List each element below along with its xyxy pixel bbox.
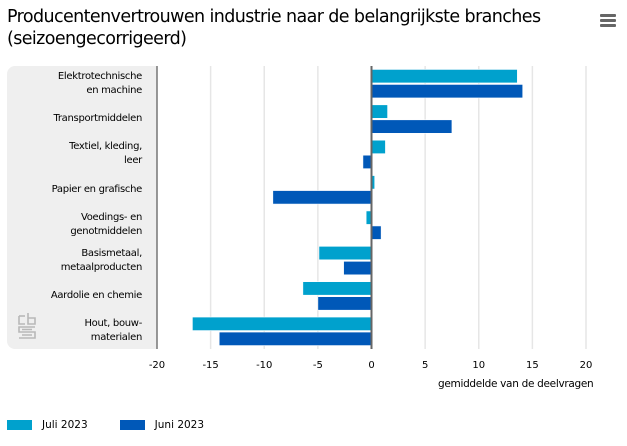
menu-bar bbox=[600, 19, 616, 22]
hamburger-menu-icon[interactable] bbox=[600, 14, 616, 28]
legend-label-juli: Juli 2023 bbox=[42, 419, 88, 431]
x-tick-label: -10 bbox=[256, 360, 272, 371]
category-label: Hout, bouw-materialen bbox=[12, 317, 142, 345]
category-label-line: Transportmiddelen bbox=[53, 113, 143, 125]
bar-juni[interactable] bbox=[317, 296, 372, 311]
category-label-line: leer bbox=[124, 155, 142, 167]
category-label-line: genotmiddelen bbox=[70, 226, 142, 238]
category-label: Textiel, kleding, leer bbox=[12, 140, 142, 168]
menu-bar bbox=[600, 14, 616, 17]
category-label-line: Hout, bouw- bbox=[84, 318, 142, 330]
x-tick-label: -5 bbox=[313, 360, 323, 371]
bar-juni[interactable] bbox=[371, 225, 382, 240]
legend-label-juni: Juni 2023 bbox=[154, 419, 205, 431]
chart-title: Producentenvertrouwen industrie naar de … bbox=[7, 7, 541, 49]
legend-swatch-juli bbox=[7, 420, 32, 430]
category-label-line: Papier en grafische bbox=[51, 183, 143, 195]
bar-juni[interactable] bbox=[371, 84, 524, 99]
x-tick-label: -15 bbox=[202, 360, 218, 371]
category-label-line: Elektrotechnische bbox=[57, 70, 142, 82]
bar-juni[interactable] bbox=[343, 261, 372, 276]
cbs-logo-icon bbox=[18, 313, 36, 339]
bar-juni[interactable] bbox=[362, 154, 372, 169]
bar-juni[interactable] bbox=[371, 119, 453, 134]
menu-bar bbox=[600, 24, 616, 27]
bar-juli[interactable] bbox=[302, 281, 372, 296]
bar-juni[interactable] bbox=[272, 190, 372, 205]
category-label: Aardolie en chemie bbox=[12, 289, 142, 303]
category-label-panel bbox=[7, 66, 157, 349]
category-label-line: Textiel, kleding, bbox=[69, 141, 142, 153]
bar-juli[interactable] bbox=[192, 316, 372, 331]
category-label-line: Aardolie en chemie bbox=[50, 289, 142, 301]
bar-juli[interactable] bbox=[371, 104, 388, 119]
legend: Juli 2023 Juni 2023 bbox=[7, 419, 236, 431]
category-label-line: metaalproducten bbox=[60, 261, 143, 273]
category-label-line: en machine bbox=[86, 84, 142, 96]
bar-juli[interactable] bbox=[371, 139, 386, 154]
x-tick-label: 15 bbox=[526, 360, 539, 371]
x-tick-label: 0 bbox=[368, 360, 374, 371]
category-label-line: Basismetaal, bbox=[81, 247, 142, 259]
legend-item-juni[interactable]: Juni 2023 bbox=[119, 419, 205, 431]
x-axis-title: gemiddelde van de deelvragen bbox=[438, 378, 594, 390]
x-tick-label: -20 bbox=[149, 360, 165, 371]
category-label: Voedings- en genotmiddelen bbox=[12, 211, 142, 239]
category-label: Transportmiddelen bbox=[12, 112, 143, 126]
category-label: Basismetaal, metaalproducten bbox=[12, 247, 143, 275]
category-label: Papier en grafische bbox=[12, 183, 143, 197]
bar-juni[interactable] bbox=[218, 331, 372, 346]
bar-juli[interactable] bbox=[318, 246, 372, 261]
x-tick-label: 20 bbox=[580, 360, 593, 371]
bar-juli[interactable] bbox=[371, 69, 518, 84]
x-tick-label: 5 bbox=[422, 360, 428, 371]
category-label-line: Voedings- en bbox=[80, 212, 142, 224]
legend-item-juli[interactable]: Juli 2023 bbox=[7, 419, 88, 431]
x-tick-label: 10 bbox=[472, 360, 485, 371]
category-label: Elektrotechnische en machine bbox=[12, 70, 142, 98]
category-label-line: materialen bbox=[90, 332, 143, 344]
legend-swatch-juni bbox=[119, 420, 145, 430]
